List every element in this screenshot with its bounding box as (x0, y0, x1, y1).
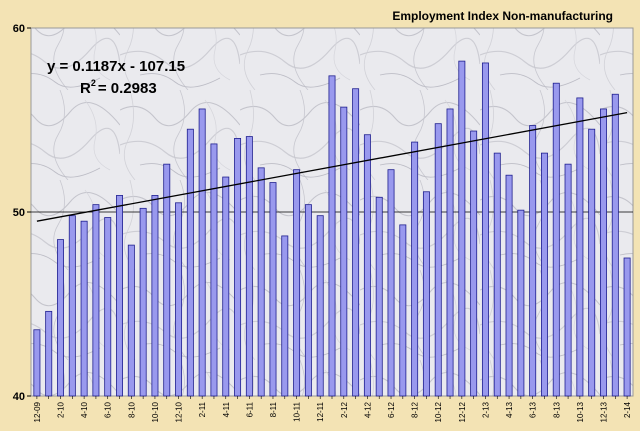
x-tick-label: 4-12 (363, 401, 372, 418)
r-squared-symbol: R (80, 80, 91, 97)
bar (600, 108, 607, 397)
bar (116, 195, 123, 397)
bar (293, 169, 301, 397)
r-squared-value: = 0.2983 (98, 80, 157, 97)
y-tick-label: 60 (13, 23, 25, 35)
bar (139, 207, 147, 397)
bar (552, 82, 560, 397)
x-tick-label: 4-13 (505, 401, 514, 418)
bar (163, 163, 171, 397)
bar (470, 130, 478, 397)
bar (481, 62, 489, 397)
bar (505, 174, 513, 397)
chart-title: Employment Index Non-manufacturing (392, 9, 613, 23)
trendline-line (36, 112, 628, 222)
bar (363, 134, 371, 397)
x-axis: 12-09 2-10 4-10 6-10 8-10 10-10 12-10 2-11 4-11 6… (33, 396, 632, 422)
x-tick-label: 4-10 (80, 401, 89, 418)
trendline (36, 112, 628, 222)
y-tick-label: 50 (13, 207, 25, 219)
bar (92, 204, 100, 397)
x-tick-label: 10-11 (293, 401, 302, 421)
x-tick-label: 4-11 (222, 401, 231, 417)
bar (458, 60, 466, 397)
x-tick-label: 8-11 (269, 401, 278, 417)
bar (316, 215, 324, 397)
bar (399, 224, 407, 397)
x-tick-label: 12-10 (175, 401, 184, 422)
x-tick-label: 2-14 (623, 401, 632, 418)
y-tick-label: 40 (13, 391, 25, 403)
x-tick-label: 2-10 (57, 401, 66, 418)
bar (127, 244, 135, 397)
bar (411, 141, 419, 397)
x-tick-label: 8-12 (411, 401, 420, 418)
x-tick-label: 8-13 (552, 401, 561, 418)
bar (304, 204, 312, 397)
x-tick-label: 10-10 (151, 401, 160, 422)
r-squared-exponent: 2 (91, 78, 96, 88)
bar (68, 215, 76, 397)
bar (352, 88, 360, 397)
bar (104, 217, 112, 397)
x-tick-label: 2-12 (340, 401, 349, 418)
bar (198, 108, 206, 397)
bar (446, 108, 454, 397)
bar (257, 167, 265, 397)
bar (269, 182, 277, 397)
x-tick-label: 12-13 (599, 401, 608, 422)
x-tick-label: 12-11 (316, 401, 325, 421)
bar (387, 169, 395, 397)
bar (234, 137, 242, 397)
bar (80, 220, 88, 397)
bar (434, 123, 442, 397)
x-tick-label: 12-09 (33, 401, 42, 422)
bar (517, 209, 525, 397)
bar (564, 163, 572, 397)
bar (541, 152, 548, 397)
x-tick-label: 10-13 (576, 401, 585, 422)
bar (175, 202, 183, 397)
bar (186, 128, 194, 397)
bar (576, 97, 584, 397)
bar (493, 152, 501, 397)
bar (245, 136, 253, 397)
bar (375, 196, 383, 397)
trendline-r-squared: R2 = 0.2983 (80, 78, 157, 97)
bar (611, 93, 619, 397)
bar (340, 106, 348, 397)
x-tick-label: 8-10 (127, 401, 136, 418)
bar (210, 143, 218, 397)
bar (422, 191, 430, 397)
bar (529, 125, 537, 397)
bar (328, 75, 336, 397)
trendline-equation: y = 0.1187x - 107.15 (47, 58, 185, 75)
bar (45, 310, 53, 397)
x-tick-label: 6-13 (529, 401, 538, 418)
bar (151, 195, 159, 397)
bar (222, 176, 230, 397)
bar (281, 235, 289, 397)
y-axis: 40 50 60 (13, 23, 31, 403)
bar (623, 257, 631, 397)
bar (588, 128, 596, 397)
x-tick-label: 2-11 (198, 401, 207, 417)
bar-series (33, 60, 631, 397)
x-tick-label: 12-12 (458, 401, 467, 422)
x-tick-label: 6-11 (245, 401, 254, 417)
bar (57, 239, 64, 397)
bar (33, 329, 41, 397)
x-tick-label: 10-12 (434, 401, 443, 422)
x-tick-label: 6-10 (104, 401, 113, 418)
x-tick-label: 6-12 (387, 401, 396, 418)
x-tick-label: 2-13 (481, 401, 490, 418)
